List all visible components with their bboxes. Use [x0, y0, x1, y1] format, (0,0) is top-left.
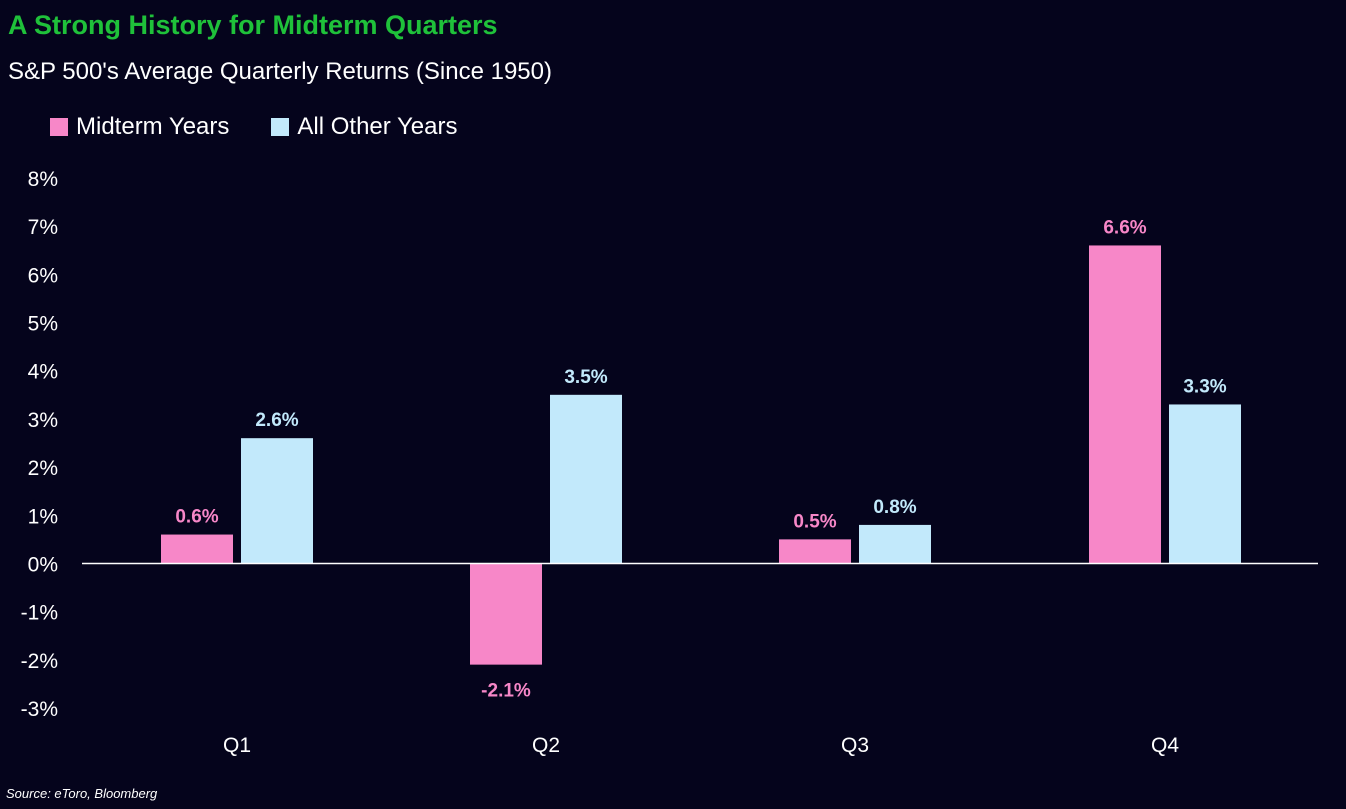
y-tick-label: 1% [28, 505, 58, 528]
data-label-other-q4: 3.3% [1183, 376, 1226, 397]
y-tick-label: 5% [28, 313, 58, 336]
chart-title: A Strong History for Midterm Quarters [8, 10, 498, 40]
legend-swatch-midterm [50, 118, 68, 136]
y-tick-label: -2% [21, 650, 58, 673]
y-tick-label: -1% [21, 602, 58, 625]
bar-other-q3 [859, 524, 931, 564]
legend-label-other: All Other Years [297, 113, 458, 140]
bar-other-q2 [550, 394, 622, 564]
y-tick-label: 7% [28, 216, 58, 239]
x-tick-label-q1: Q1 [223, 734, 251, 757]
y-tick-label: -3% [21, 698, 58, 721]
y-tick-label: 8% [28, 168, 58, 191]
legend-item-midterm: Midterm Years [50, 113, 229, 141]
data-label-midterm-q3: 0.5% [793, 511, 836, 532]
data-label-other-q2: 3.5% [564, 367, 607, 388]
legend: Midterm Years All Other Years [50, 113, 500, 141]
legend-label-midterm: Midterm Years [76, 113, 230, 140]
legend-swatch-other [271, 118, 290, 136]
bar-midterm-q3 [779, 539, 851, 564]
chart-subtitle: S&P 500's Average Quarterly Returns (Sin… [8, 58, 552, 85]
bar-midterm-q2 [470, 563, 542, 665]
x-tick-label-q2: Q2 [532, 734, 560, 757]
y-tick-label: 6% [28, 264, 58, 287]
bar-midterm-q4 [1089, 245, 1161, 564]
bar-other-q4 [1169, 404, 1241, 564]
data-label-midterm-q1: 0.6% [175, 507, 218, 528]
data-label-other-q3: 0.8% [873, 497, 916, 518]
y-tick-label: 0% [28, 553, 58, 576]
legend-item-other: All Other Years [271, 113, 458, 141]
data-label-other-q1: 2.6% [255, 410, 298, 431]
y-tick-label: 3% [28, 409, 58, 432]
x-tick-label-q4: Q4 [1151, 734, 1179, 757]
bar-other-q1 [241, 438, 313, 564]
y-tick-label: 4% [28, 361, 58, 384]
data-label-midterm-q4: 6.6% [1103, 217, 1146, 238]
bar-midterm-q1 [161, 534, 233, 564]
y-tick-label: 2% [28, 457, 58, 480]
x-tick-label-q3: Q3 [841, 734, 869, 757]
data-label-midterm-q2: -2.1% [481, 681, 531, 702]
source-note: Source: eToro, Bloomberg [6, 786, 158, 801]
